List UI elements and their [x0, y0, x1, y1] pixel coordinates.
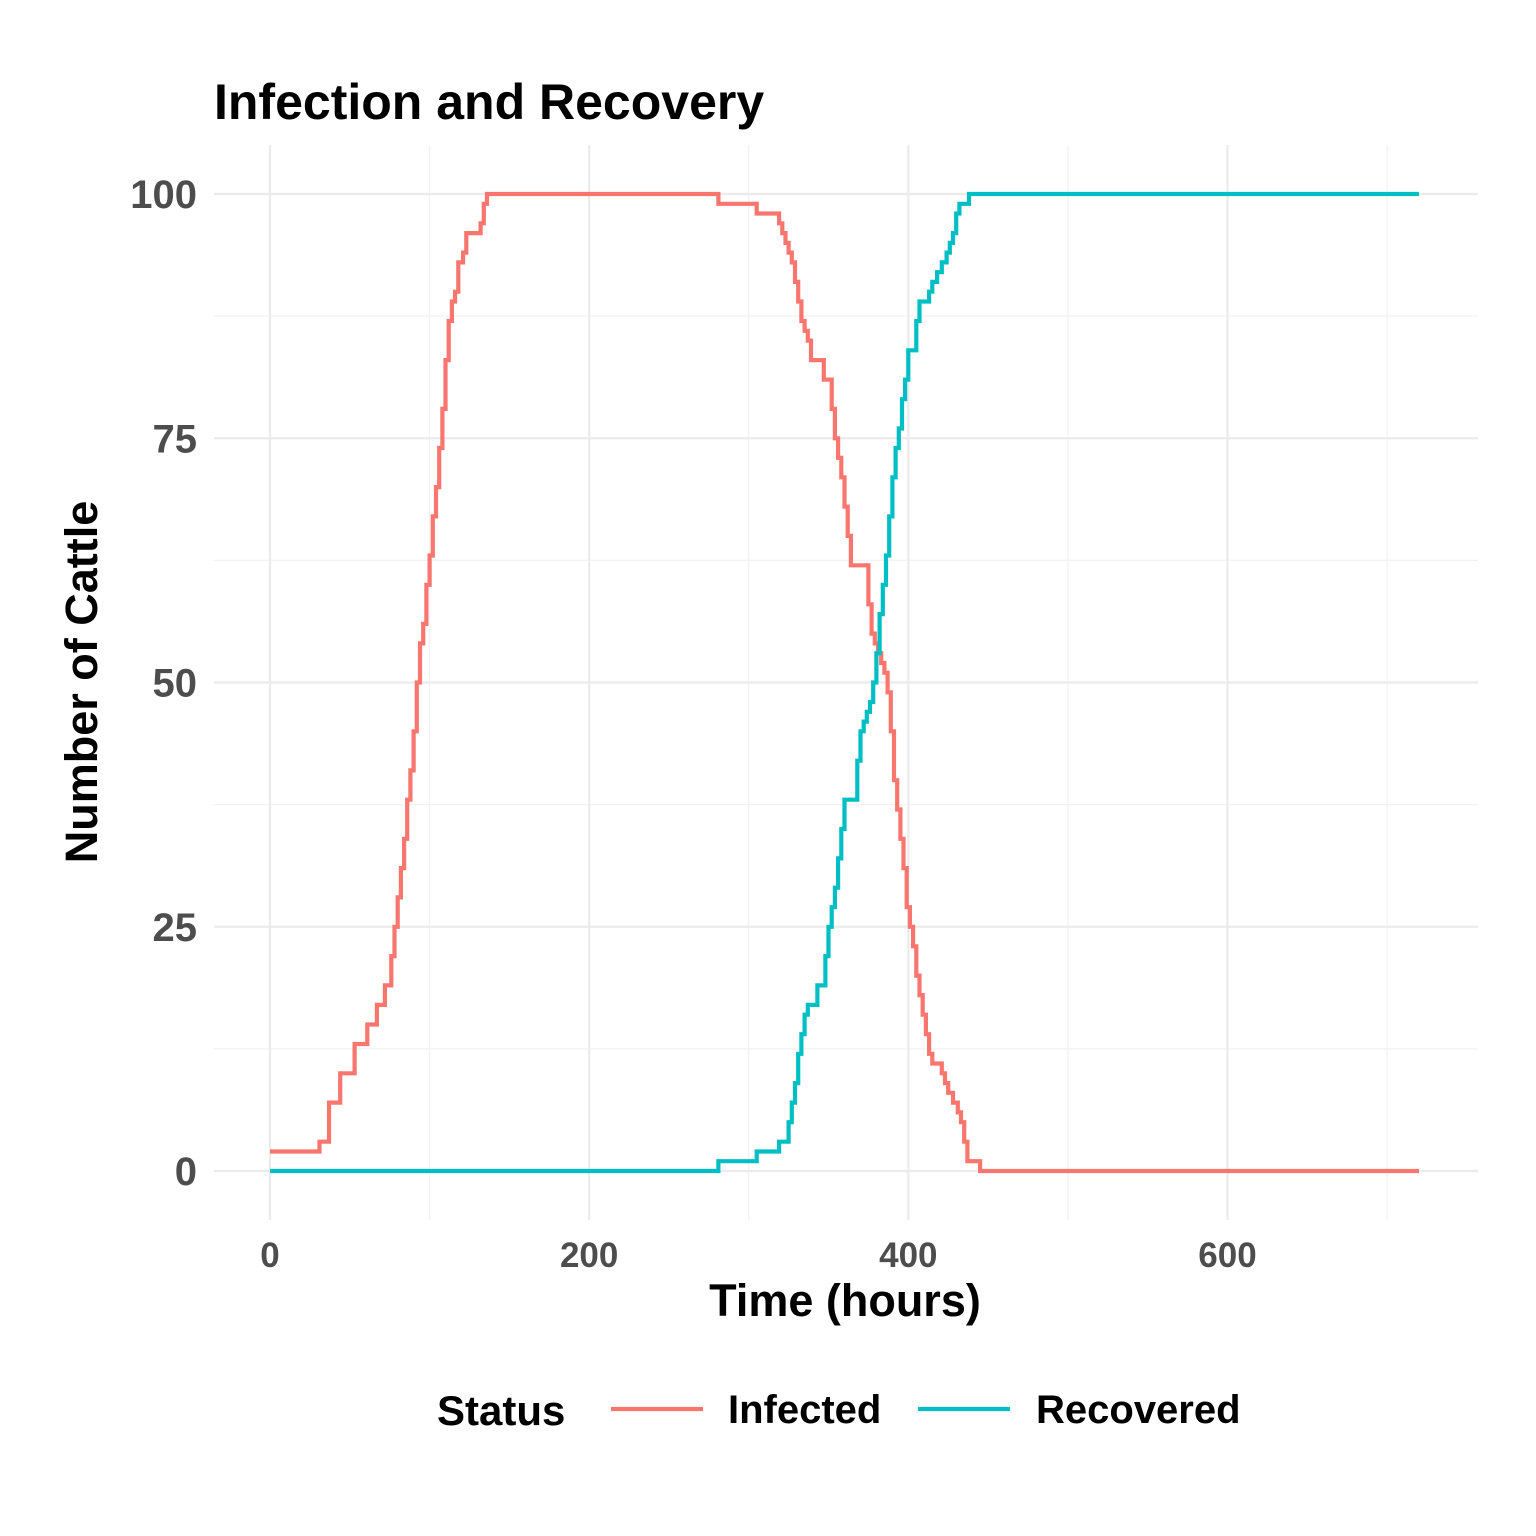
- y-axis-tick-labels: 0 25 50 75 100: [130, 173, 197, 1194]
- series-lines: [270, 191, 1419, 1174]
- series-line-recovered: [270, 191, 1419, 1174]
- x-axis-tick-labels: 0 200 400 600: [260, 1236, 1256, 1275]
- x-tick-label: 0: [260, 1236, 279, 1275]
- y-tick-label: 100: [130, 173, 197, 217]
- y-tick-label: 50: [153, 662, 198, 706]
- x-tick-label: 600: [1198, 1236, 1256, 1275]
- chart-title: Infection and Recovery: [214, 74, 764, 130]
- legend-items: Infected Recovered: [611, 1388, 1241, 1432]
- legend-label-infected: Infected: [728, 1388, 881, 1432]
- y-axis-title: Number of Cattle: [56, 501, 107, 864]
- legend-label-recovered: Recovered: [1036, 1388, 1241, 1432]
- legend: Status Infected Recovered: [437, 1387, 1241, 1434]
- y-tick-label: 25: [153, 906, 198, 950]
- x-tick-label: 400: [879, 1236, 937, 1275]
- major-gridlines: [214, 145, 1478, 1220]
- x-axis-title: Time (hours): [709, 1275, 981, 1326]
- series-line-infected: [270, 191, 1419, 1174]
- legend-title: Status: [437, 1387, 565, 1434]
- y-tick-label: 0: [175, 1150, 197, 1194]
- x-tick-label: 200: [560, 1236, 618, 1275]
- y-tick-label: 75: [153, 417, 198, 461]
